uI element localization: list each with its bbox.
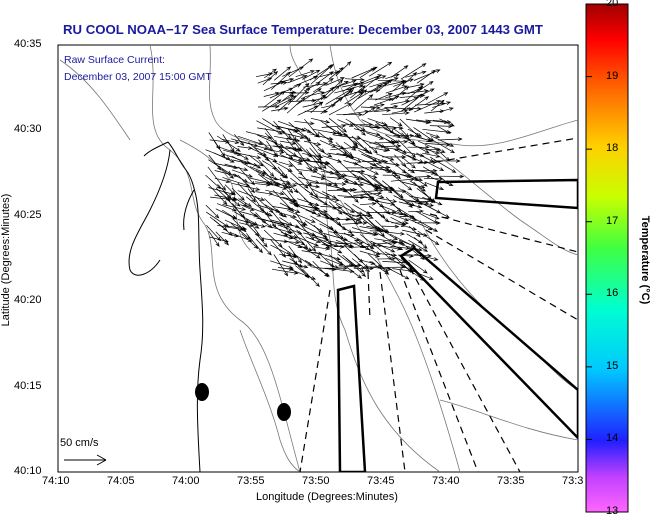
surface-current-vectors	[205, 58, 465, 288]
annotation-line1: Raw Surface Current:	[64, 54, 165, 66]
colorbar-tick-label: 16	[606, 287, 619, 300]
colorbar-tick-label: 18	[606, 142, 619, 155]
colorbar-tick-label: 14	[606, 432, 619, 445]
plot-frame	[57, 44, 579, 473]
y-tick-label: 40:10	[14, 465, 42, 477]
station-marker	[195, 383, 209, 401]
annotation-line2: December 03, 2007 15:00 GMT	[64, 71, 212, 83]
x-tick-label: 73:3	[562, 475, 584, 487]
y-tick-label: 40:30	[14, 123, 42, 136]
x-tick-label: 74:00	[172, 475, 200, 487]
coastline	[128, 141, 204, 472]
station-marker	[277, 403, 291, 421]
colorbar-tick-label: 20	[606, 0, 619, 9]
x-tick-label: 73:50	[302, 475, 330, 487]
x-tick-label: 73:40	[432, 475, 460, 487]
y-tick-label: 40:25	[14, 208, 42, 221]
y-tick-label: 40:20	[14, 294, 42, 307]
y-tick-label: 40:35	[14, 38, 42, 50]
scale-arrow	[64, 454, 107, 466]
scale-arrow-label: 50 cm/s	[60, 437, 99, 449]
colorbar-tick-label: 17	[606, 214, 619, 227]
colorbar-tick-label: 13	[606, 505, 619, 517]
transect-boxes	[336, 178, 578, 472]
colorbar-tick-label: 15	[606, 359, 619, 372]
colorbar-label: Temperature (°C)	[639, 215, 651, 305]
x-tick-label: 74:05	[107, 475, 135, 487]
x-tick-label: 73:45	[367, 475, 395, 487]
y-axis-label: Latitude (Degrees:Minutes)	[0, 193, 12, 327]
x-tick-label: 73:35	[497, 475, 525, 487]
dashed-sector-lines	[299, 137, 578, 472]
x-tick-label: 73:55	[237, 475, 265, 487]
colorbar-tick-label: 19	[606, 69, 619, 82]
colorbar	[585, 3, 629, 513]
x-tick-label: 74:10	[42, 475, 70, 487]
x-axis-label: Longitude (Degrees:Minutes)	[256, 491, 398, 503]
y-tick-label: 40:15	[14, 379, 42, 392]
